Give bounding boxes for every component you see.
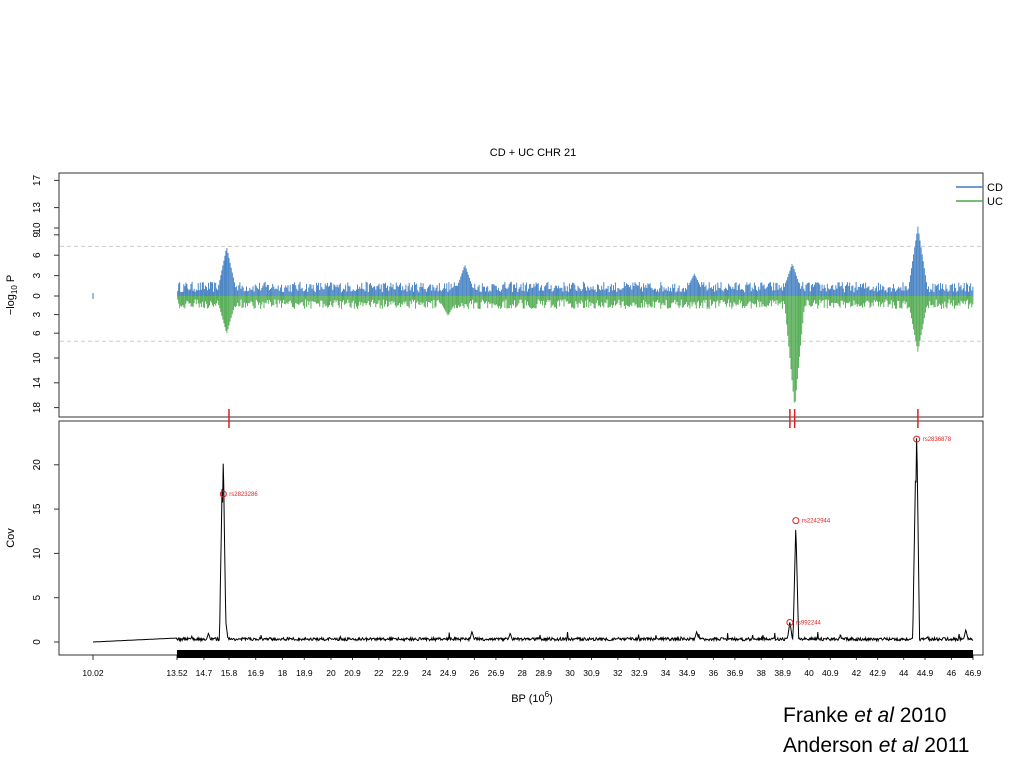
- x-axis-label: BP (106): [511, 690, 553, 705]
- x-tick-label: 26.9: [488, 668, 505, 678]
- citation-anderson-year: 2011: [918, 734, 970, 757]
- x-tick-label: 28.9: [535, 668, 552, 678]
- citation-franke-year: 2010: [893, 704, 947, 727]
- x-tick-label: 38: [756, 668, 766, 678]
- cov-y-tick-label: 5: [32, 594, 43, 600]
- series-cd: [177, 226, 974, 296]
- upper-y-tick-label: 0: [32, 293, 43, 299]
- x-tick-label: 22.9: [392, 668, 409, 678]
- cov-y-tick-label: 0: [32, 639, 43, 645]
- x-tick-label: 46.9: [965, 668, 982, 678]
- x-tick-label: 40.9: [822, 668, 839, 678]
- upper-y-tick-label: 3: [32, 272, 43, 278]
- lower-panel-frame: [58, 420, 984, 656]
- x-tick-label: 24.9: [440, 668, 457, 678]
- snp-annotation-label: rs2242944: [802, 519, 831, 525]
- x-tick-label: 26: [470, 668, 480, 678]
- cov-y-ticks: 0 5 10 15 20: [32, 459, 59, 645]
- x-tick-label: 44.9: [917, 668, 934, 678]
- snp-annotation-marker: [219, 490, 227, 498]
- x-tick-label: 40: [804, 668, 814, 678]
- x-tick-label: 15.8: [221, 668, 238, 678]
- x-tick-label: 34.9: [679, 668, 696, 678]
- x-tick-label: 32: [613, 668, 623, 678]
- snp-rug-bar: [177, 650, 973, 658]
- citation-anderson: Anderson et al 2011: [783, 734, 969, 758]
- upper-y-tick-label: 9: [32, 232, 43, 238]
- cov-y-tick-label: 20: [32, 459, 43, 471]
- snp-annotation-marker: [792, 517, 800, 525]
- x-tick-label: 30.9: [583, 668, 600, 678]
- snp-annotation-label: rs2823286: [229, 492, 258, 498]
- lower-y-tick-label: 3: [32, 311, 43, 317]
- upper-y-ticks: 17 13 109 6 3 0: [32, 174, 59, 299]
- x-tick-label: 10.02: [82, 668, 104, 678]
- x-tick-label: 16.9: [247, 668, 264, 678]
- x-tick-label: 18.9: [296, 668, 313, 678]
- lower-y-tick-label: 6: [32, 330, 43, 336]
- snp-annotation-marker: [786, 619, 794, 627]
- lower-y-tick-label: 10: [32, 352, 43, 364]
- upper-panel-frame: [58, 172, 984, 418]
- x-tick-label: 42: [852, 668, 862, 678]
- legend-label-cd: CD: [987, 182, 1003, 194]
- x-tick-label: 20.9: [344, 668, 361, 678]
- snp-rug: [177, 650, 973, 658]
- x-tick-label: 14.7: [196, 668, 213, 678]
- x-ticks: 10.02 13.52 14.7 15.8 16.9 18 18.9 20 20.9 22 22.9…: [82, 655, 982, 678]
- x-tick-label: 36.9: [727, 668, 744, 678]
- coverage-series: [93, 438, 974, 643]
- legend: CD UC: [956, 182, 1003, 208]
- x-tick-label: 22: [374, 668, 384, 678]
- x-tick-label: 34: [661, 668, 671, 678]
- x-tick-label: 32.9: [631, 668, 648, 678]
- x-tick-label: 36: [709, 668, 719, 678]
- citation-franke-etal: et al: [854, 704, 894, 727]
- x-tick-label: 24: [422, 668, 432, 678]
- legend-label-uc: UC: [987, 196, 1003, 208]
- upper-y-tick-label: 6: [32, 252, 43, 258]
- snp-annotation-marker: [913, 435, 921, 443]
- citation-anderson-etal: et al: [878, 734, 919, 757]
- cov-y-tick-label: 10: [32, 547, 43, 559]
- x-tick-label: 46: [947, 668, 957, 678]
- chart-title: CD + UC CHR 21: [490, 147, 577, 159]
- x-tick-label: 42.9: [869, 668, 886, 678]
- lower-y-axis-label: Cov: [5, 528, 17, 548]
- x-tick-label: 28: [517, 668, 527, 678]
- snp-annotations: rs2823286 rs2242944 rs992244 rs2836878: [219, 435, 952, 627]
- lower-y-tick-label: 14: [32, 377, 43, 389]
- x-tick-label: 20: [326, 668, 336, 678]
- lower-y-ticks: 3 6 10 14 18: [32, 311, 59, 413]
- upper-y-axis-label: −log10 P: [5, 275, 19, 315]
- upper-y-tick-label: 10: [32, 222, 43, 234]
- snp-annotation-label: rs2836878: [923, 437, 952, 443]
- series-uc: [177, 296, 974, 403]
- citation-franke-author: Franke: [783, 704, 855, 727]
- coverage-line: [93, 438, 974, 643]
- upper-y-tick-label: 17: [32, 174, 43, 186]
- x-tick-label: 13.52: [166, 668, 188, 678]
- x-tick-label: 38.9: [774, 668, 791, 678]
- cov-y-tick-label: 15: [32, 503, 43, 515]
- lower-y-tick-label: 18: [32, 402, 43, 414]
- citation-franke: Franke et al 2010: [783, 704, 946, 728]
- x-tick-label: 18: [278, 668, 288, 678]
- upper-series: [92, 226, 974, 403]
- citation-anderson-author: Anderson: [783, 734, 879, 757]
- upper-y-tick-label: 13: [32, 202, 43, 214]
- x-tick-label: 44: [899, 668, 909, 678]
- x-tick-label: 30: [565, 668, 575, 678]
- snp-markers: [228, 409, 919, 428]
- snp-annotation-label: rs992244: [796, 621, 822, 627]
